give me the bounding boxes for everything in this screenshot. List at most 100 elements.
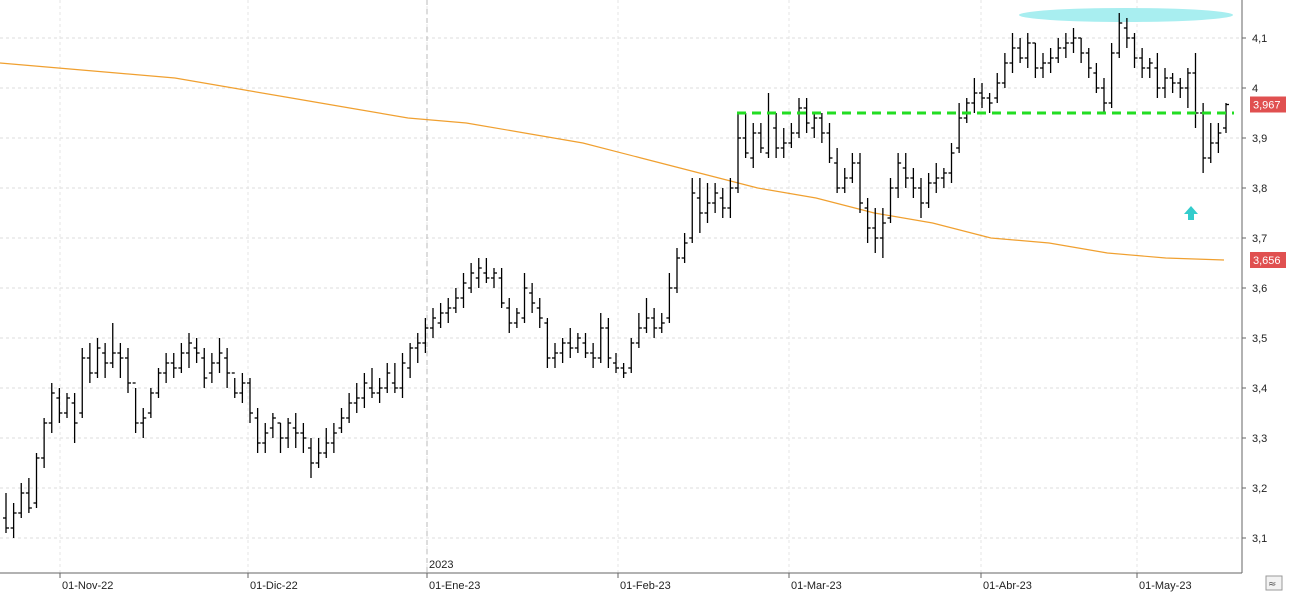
ohlc-bar [651,308,658,338]
ohlc-bar [613,353,619,373]
ohlc-bar [719,188,726,218]
ohlc-bar [811,113,818,138]
ohlc-bar [735,113,741,193]
ohlc-bar [1184,68,1191,108]
y-tick-label: 3,8 [1252,183,1267,195]
ohlc-bar [513,308,520,328]
ohlc-bar [689,178,696,243]
ma-price-tag-box [1250,252,1286,268]
ohlc-bar [338,408,345,433]
ohlc-bar [559,338,566,363]
ohlc-bar [597,313,604,363]
ohlc-bar [788,123,795,148]
ohlc-bar [1017,38,1024,63]
x-tick-label: 01-Dic-22 [250,580,298,592]
ohlc-bar [696,178,703,233]
ohlc-bar [285,418,292,448]
ohlc-bar [132,382,139,433]
ma-price-tag: 3,656 [1250,252,1286,268]
ohlc-bar [1207,123,1214,163]
ohlc-bar [18,483,25,518]
ohlc-bar [483,258,490,283]
ohlc-bar [1101,78,1107,113]
ohlc-bar [361,373,368,408]
ohlc-bar [567,328,574,358]
scale-toggle-button[interactable]: ≈ [1265,575,1283,591]
ohlc-bar [1192,53,1199,128]
ohlc-bar [1055,38,1062,63]
ohlc-bar [994,73,1001,103]
ohlc-bar [506,298,513,333]
ohlc-bar [864,198,871,243]
ohlc-bar [1062,33,1069,58]
year-label: 2023 [429,559,453,571]
ohlc-bar [269,413,276,438]
x-tick-label: 01-Nov-22 [62,580,113,592]
ohlc-bar [750,123,757,168]
ohlc-bar [910,168,917,198]
ohlc-bar [41,418,48,468]
ohlc-bar [940,168,947,188]
ohlc-bar [102,343,109,378]
ohlc-bar [956,103,963,153]
ohlc-bar [1001,53,1008,88]
ohlc-bar [468,263,475,293]
ohlc-bar [422,318,429,353]
ohlc-bar [391,363,398,393]
ohlc-bar [193,338,200,363]
ohlc-bar [674,248,680,293]
ohlc-bar [712,183,719,213]
ohlc-bar [64,393,70,418]
grid-lines [0,0,1242,573]
ohlc-bar [1093,63,1100,93]
ohlc-bar [1131,33,1138,68]
ohlc-bar [552,343,558,368]
ohlc-bar [727,178,734,218]
ohlc-bar [979,83,985,108]
ohlc-bar [125,348,131,393]
ohlc-bar [1154,53,1161,98]
ohlc-bar [879,208,886,258]
last-price-tag-label: 3,967 [1253,100,1281,112]
up-arrow-icon [1184,206,1198,220]
ohlc-bar [475,258,482,288]
ohlc-bar [902,153,909,188]
ohlc-bar [1070,28,1077,53]
ohlc-bar [376,378,383,403]
ohlc-bar [1085,48,1092,78]
ohlc-bar [1139,48,1146,78]
ohlc-bar [933,163,940,193]
ohlc-bar [292,413,299,448]
ohlc-bar [491,268,497,288]
ohlc-bar [643,298,650,333]
ohlc-bar [1162,68,1168,98]
ohlc-bar [590,343,597,368]
ohlc-bar [818,113,825,143]
ohlc-bar [826,123,833,163]
ohlc-bar [765,93,772,158]
ohlc-bar [757,123,764,153]
x-tick-label: 01-Feb-23 [620,580,671,592]
x-axis-ticks: 01-Nov-22 01-Dic-22 01-Ene-23 01-Feb-23 01-M… [59,573,1192,592]
x-tick-label: 01-May-23 [1139,580,1192,592]
ohlc-bar [25,478,32,513]
ohlc-bar [94,338,101,378]
ohlc-bar [86,343,93,383]
ohlc-bar [1108,43,1115,108]
ohlc-bar [300,423,307,453]
ohlc-bar [803,98,810,133]
ohlc-bar [1078,37,1085,63]
y-tick-label: 3,1 [1252,533,1267,545]
ohlc-bar [1024,33,1031,68]
ohlc-bar [430,308,436,338]
x-tick-label: 01-Ene-23 [429,580,480,592]
ohlc-bar [582,333,589,358]
ohlc-bar [48,383,55,433]
ohlc-bar [1146,58,1153,78]
ohlc-bar [186,333,192,368]
ohlc-bar [353,383,360,413]
y-tick-label: 3,2 [1252,483,1267,495]
ohlc-bar [1047,48,1054,73]
ohlc-bar [498,268,505,308]
moving-average-line [0,62,1225,261]
